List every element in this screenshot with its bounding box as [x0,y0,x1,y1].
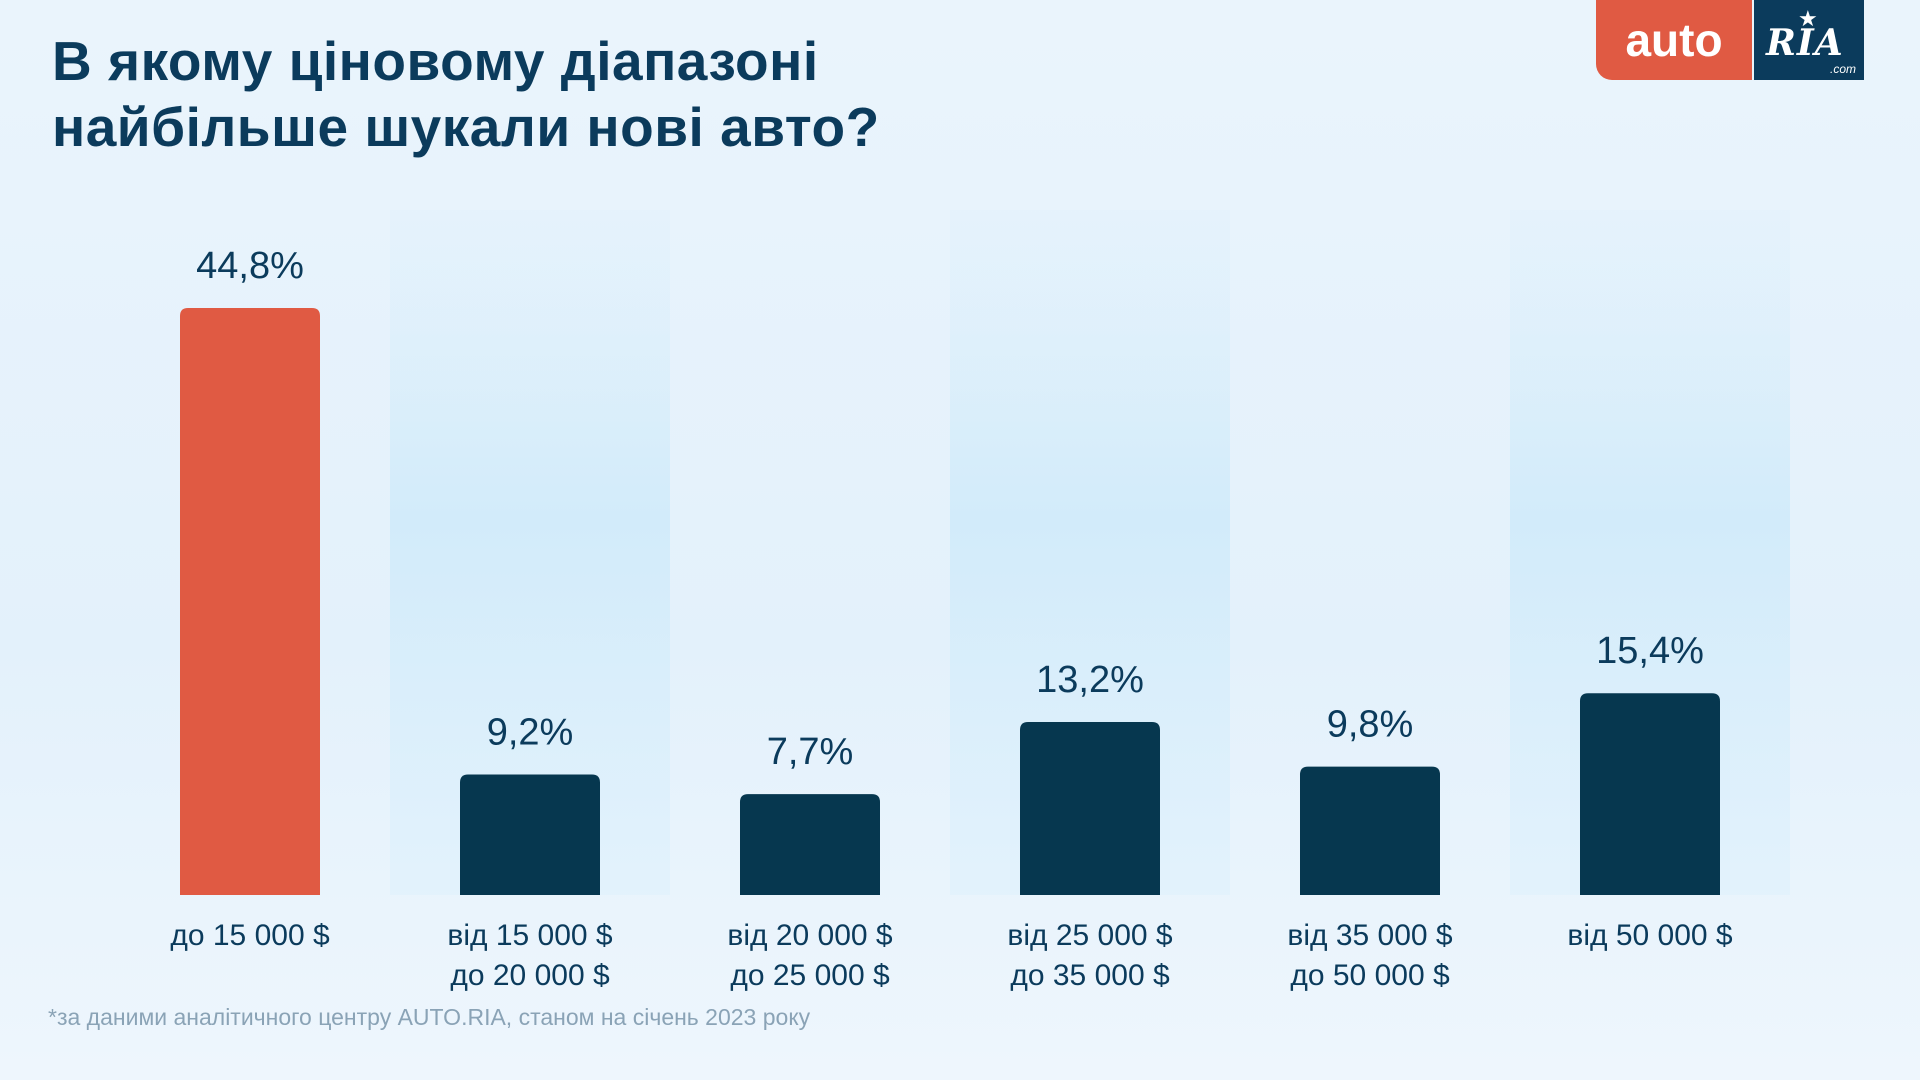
category-label-2-line-1: від 20 000 $ [727,919,893,952]
logo-auto-text: auto [1596,0,1752,80]
category-label-5-line-1: від 50 000 $ [1567,919,1733,952]
auto-ria-logo: auto ★ RIA .com [1596,0,1864,80]
category-label-1-line-1: від 15 000 $ [447,919,613,952]
value-label-4: 9,8% [1327,704,1414,746]
value-label-1: 9,2% [487,711,574,753]
chart-title: В якому ціновому діапазоні найбільше шук… [52,28,880,160]
logo-ria-block: ★ RIA .com [1754,0,1864,80]
category-label-0-line-1: до 15 000 $ [170,919,330,952]
category-label-4-line-2: до 50 000 $ [1290,959,1450,992]
bar-4 [1300,766,1440,895]
bar-1 [460,774,600,895]
logo-com-text: .com [1829,62,1856,76]
category-label-3-line-2: до 35 000 $ [1010,959,1170,992]
category-label-4-line-1: від 35 000 $ [1287,919,1453,952]
source-footnote: *за даними аналітичного центру AUTO.RIA,… [48,1004,811,1030]
value-label-5: 15,4% [1596,630,1704,672]
chart-title-line-1: В якому ціновому діапазоні [52,30,819,92]
bar-2 [740,794,880,895]
value-label-3: 13,2% [1036,659,1144,701]
value-label-2: 7,7% [767,731,854,773]
bar-5 [1580,693,1720,895]
category-label-1-line-2: до 20 000 $ [450,959,610,992]
bar-0 [180,308,320,895]
category-label-2-line-2: до 25 000 $ [730,959,890,992]
bar-3 [1020,722,1160,895]
chart-title-line-2: найбільше шукали нові авто? [52,96,880,158]
category-label-3-line-1: від 25 000 $ [1007,919,1173,952]
logo-ria-text: RIA [1766,22,1844,64]
value-label-0: 44,8% [196,245,304,287]
star-icon: ★ [1798,6,1818,31]
